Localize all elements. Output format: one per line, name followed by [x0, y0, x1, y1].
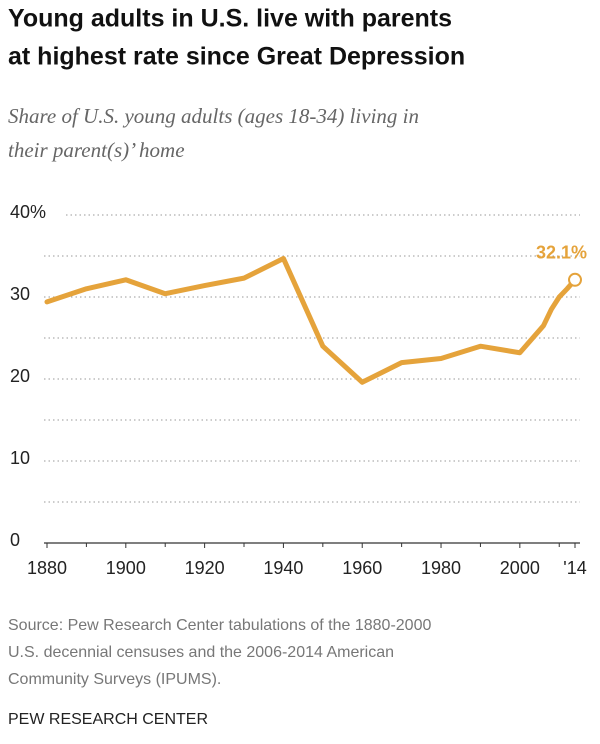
- x-tick-label: 1880: [27, 558, 67, 578]
- y-tick-label: 10: [10, 448, 30, 468]
- line: [44, 255, 578, 385]
- x-tick-label: 1900: [106, 558, 146, 578]
- data-label: 32.1%: [536, 243, 587, 263]
- subtitle: their parent(s)’ home: [8, 138, 185, 162]
- chart-title: at highest rate since Great Depression: [8, 43, 465, 71]
- x-tick-label: 1980: [421, 558, 461, 578]
- x-tick-label: 1960: [342, 558, 382, 578]
- end-marker: [568, 272, 582, 287]
- source: Source: Pew Research Center tabulations …: [8, 617, 431, 634]
- x-tick-label: '14: [563, 558, 586, 578]
- credit: PEW RESEARCH CENTER: [8, 711, 208, 728]
- chart-title: Young adults in U.S. live with parents: [8, 5, 452, 33]
- x-tick-label: 2000: [500, 558, 540, 578]
- x-tick-label: 1920: [185, 558, 225, 578]
- y-tick-label: 0: [10, 530, 20, 550]
- source: Community Surveys (IPUMS).: [8, 671, 221, 688]
- source: U.S. decennial censuses and the 2006-201…: [8, 644, 394, 661]
- y-tick-label: 30: [10, 284, 30, 304]
- y-tick-label: 40%: [10, 202, 46, 222]
- x-tick-label: 1940: [263, 558, 303, 578]
- subtitle: Share of U.S. young adults (ages 18-34) …: [8, 104, 419, 128]
- y-tick-label: 20: [10, 366, 30, 386]
